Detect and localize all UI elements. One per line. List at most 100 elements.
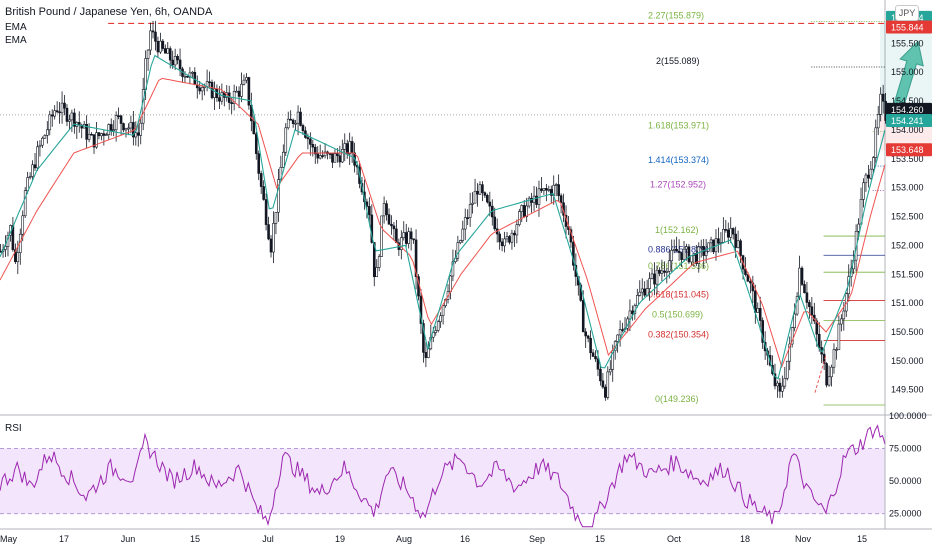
candle-body: [58, 111, 61, 114]
candle-body: [739, 240, 742, 256]
candle-body: [200, 87, 204, 92]
candle: [299, 107, 302, 127]
candle-body: [461, 228, 465, 241]
candle-body: [412, 238, 415, 241]
candle: [527, 196, 531, 209]
candle-body: [471, 202, 474, 205]
fib-level-label: 0.618(151.045): [648, 290, 709, 300]
candle-body: [87, 133, 91, 140]
candle: [808, 299, 811, 319]
candle-body: [773, 373, 777, 387]
candle: [331, 153, 334, 169]
candle: [53, 105, 56, 120]
rsi-panel-label[interactable]: RSI: [5, 423, 22, 434]
candle-body: [90, 133, 93, 136]
candle: [520, 204, 524, 223]
candle: [38, 140, 42, 157]
candle: [650, 268, 654, 280]
candle-body: [604, 386, 607, 398]
candle-body: [631, 310, 634, 315]
candle-body: [675, 248, 678, 252]
candle-body: [220, 92, 224, 102]
candle: [82, 120, 86, 129]
candle-body: [151, 30, 155, 33]
candle-body: [117, 115, 120, 117]
candle-body: [333, 153, 337, 163]
candle: [240, 72, 243, 103]
ema-indicator-label-2[interactable]: EMA: [5, 35, 27, 46]
candle-body: [306, 137, 310, 140]
candle-body: [112, 129, 115, 132]
candle-body: [60, 102, 64, 114]
candle: [407, 227, 410, 249]
candle-body: [729, 228, 733, 238]
wave-projection-line: [814, 354, 827, 393]
fib-level-label: 1(152.162): [655, 225, 699, 235]
candle: [493, 207, 497, 231]
candle: [117, 107, 120, 120]
candle: [218, 86, 221, 110]
candle-body: [70, 112, 74, 121]
candle: [498, 231, 501, 250]
candle-body: [515, 224, 519, 236]
candle: [208, 71, 211, 88]
candle-body: [33, 164, 37, 169]
candle: [505, 232, 509, 243]
price-tag: [886, 102, 932, 116]
candle-body: [372, 242, 376, 278]
candle: [547, 185, 551, 193]
candle: [645, 279, 649, 297]
candle-body: [107, 124, 111, 135]
candle-body: [601, 380, 605, 388]
candle-body: [323, 151, 327, 157]
candle-body: [92, 134, 96, 148]
candle: [267, 216, 270, 241]
candle: [311, 139, 315, 157]
candle: [41, 136, 44, 149]
candle: [663, 261, 666, 277]
ema-indicator-label-1[interactable]: EMA: [5, 22, 27, 33]
candle: [872, 156, 875, 173]
candle-body: [608, 369, 612, 373]
price-tag: [886, 114, 932, 128]
candle-body: [218, 97, 221, 102]
candle: [591, 349, 595, 358]
candle-body: [348, 141, 351, 155]
candle: [660, 259, 664, 282]
candle: [840, 314, 843, 332]
price-tick-label: 154.000: [891, 125, 924, 135]
candle-body: [50, 114, 54, 117]
candle: [375, 259, 379, 278]
candle-body: [257, 153, 261, 174]
candle: [102, 129, 106, 146]
currency-badge[interactable]: JPY: [895, 5, 919, 21]
candle: [758, 296, 762, 331]
time-tick-label: May: [0, 534, 18, 544]
candle: [412, 238, 415, 244]
candle-body: [385, 203, 388, 215]
candle: [468, 192, 472, 227]
candle-body: [478, 184, 482, 195]
candle-body: [65, 107, 69, 122]
candle-body: [510, 232, 514, 243]
candle: [783, 367, 787, 390]
candle: [599, 366, 602, 386]
candle: [722, 217, 725, 244]
candle-body: [168, 48, 172, 61]
candle: [680, 252, 683, 267]
candle-body: [73, 112, 76, 127]
candle: [85, 115, 88, 149]
candle: [665, 267, 669, 284]
candle-body: [449, 275, 452, 293]
price-tick-label: 150.500: [891, 327, 924, 337]
candle-body: [867, 174, 870, 179]
price-tick-label: 151.000: [891, 298, 924, 308]
candle: [724, 219, 728, 233]
candle: [247, 76, 251, 110]
candle: [540, 176, 543, 193]
candle-body: [41, 137, 44, 146]
fib-level-label: 2(155.089): [656, 56, 700, 66]
candle-body: [589, 337, 592, 354]
candle: [264, 193, 268, 231]
